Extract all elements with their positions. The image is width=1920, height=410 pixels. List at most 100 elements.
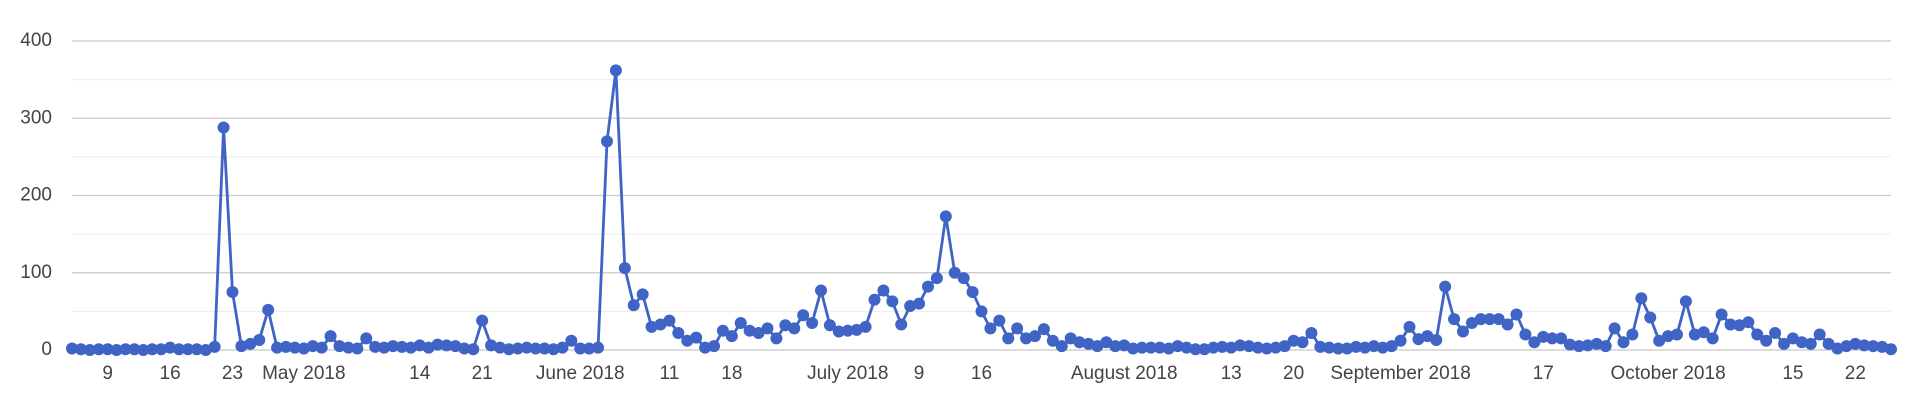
x-tick-label: September 2018 (1330, 363, 1471, 384)
point (672, 327, 685, 340)
x-tick-label: 23 (222, 363, 243, 384)
point (271, 341, 284, 354)
point (663, 314, 676, 327)
point (1144, 341, 1157, 354)
y-tick-label: 200 (20, 185, 52, 206)
x-tick-label: 14 (409, 363, 431, 384)
point (1287, 334, 1300, 347)
point (1269, 341, 1282, 354)
point (467, 343, 480, 356)
point (280, 340, 292, 353)
point (609, 64, 622, 77)
point (83, 344, 96, 356)
point (1778, 337, 1790, 350)
point (1706, 332, 1719, 345)
point (1867, 340, 1880, 353)
point (1581, 339, 1594, 352)
point (1635, 292, 1648, 305)
x-tick-label: 9 (102, 363, 113, 384)
point (886, 295, 899, 308)
point (1769, 327, 1782, 340)
point (288, 341, 301, 354)
point (1760, 334, 1773, 347)
x-tick-label: 16 (160, 363, 181, 384)
point (601, 135, 613, 148)
y-tick-label: 300 (20, 107, 52, 128)
point (333, 340, 346, 353)
point (1243, 340, 1255, 353)
point (181, 343, 194, 356)
point (1198, 343, 1211, 356)
point (1546, 332, 1559, 345)
point (1136, 341, 1148, 354)
point (146, 343, 159, 356)
point (1037, 323, 1050, 336)
point (1376, 341, 1389, 354)
point (592, 341, 605, 354)
point (1002, 332, 1015, 345)
x-tick-label: 20 (1283, 363, 1304, 384)
point (101, 343, 114, 356)
point (1358, 341, 1371, 354)
point (966, 286, 979, 299)
point (369, 340, 382, 353)
point (895, 318, 908, 331)
point (806, 316, 819, 329)
point (725, 330, 738, 343)
point (74, 343, 87, 356)
point (1555, 332, 1568, 345)
point (815, 284, 827, 297)
point (752, 327, 765, 340)
point (1849, 337, 1862, 350)
point (1742, 316, 1755, 329)
point (173, 343, 185, 356)
point (556, 341, 569, 354)
point (770, 332, 783, 345)
point (1617, 336, 1630, 349)
point (1296, 336, 1309, 349)
point (529, 342, 542, 355)
point (1813, 328, 1826, 341)
point (1457, 325, 1469, 338)
point (66, 342, 78, 355)
x-tick-label: July 2018 (807, 363, 888, 384)
point (1795, 336, 1808, 349)
point (984, 322, 997, 335)
point (690, 331, 703, 344)
point (877, 284, 890, 297)
point (360, 332, 373, 345)
point (190, 343, 203, 356)
point (1501, 318, 1514, 331)
point (342, 341, 355, 354)
point (137, 344, 150, 356)
point (306, 340, 319, 353)
point (618, 262, 631, 275)
point (431, 338, 444, 351)
point (1715, 308, 1728, 321)
point (520, 341, 533, 354)
point (1127, 342, 1140, 355)
point (110, 344, 123, 356)
point (1474, 313, 1487, 326)
point (1671, 328, 1683, 341)
x-tick-label: 16 (971, 363, 992, 384)
point (627, 299, 640, 312)
point (913, 297, 926, 310)
point (262, 303, 275, 316)
point (351, 342, 364, 355)
point (832, 325, 845, 338)
point (1350, 340, 1362, 353)
point (859, 320, 872, 333)
point (565, 334, 578, 347)
point (1305, 327, 1318, 340)
point (797, 309, 810, 322)
point (395, 340, 408, 353)
point (315, 341, 328, 354)
point (1260, 342, 1273, 355)
x-tick-label: 9 (914, 363, 925, 384)
point (511, 342, 524, 355)
point (1367, 340, 1380, 353)
point (975, 305, 988, 318)
y-tick-label: 0 (41, 339, 52, 360)
